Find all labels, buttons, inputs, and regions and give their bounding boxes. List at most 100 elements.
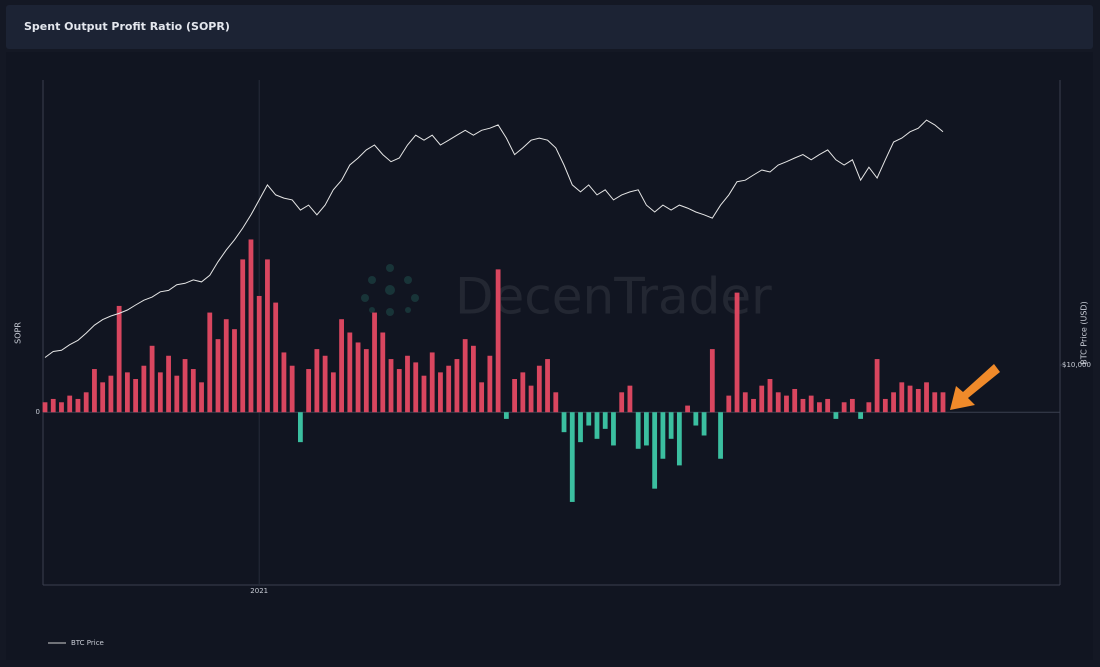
bar [124, 372, 130, 413]
bar [940, 392, 946, 413]
bar [685, 405, 691, 413]
bar [166, 355, 171, 413]
bar [314, 349, 320, 413]
bar [116, 305, 122, 413]
bar [133, 379, 139, 413]
bar [751, 398, 756, 413]
bar [462, 339, 468, 413]
bar [652, 412, 658, 489]
bar [413, 362, 419, 413]
bar [882, 398, 888, 413]
bar [83, 392, 89, 413]
bar [487, 355, 493, 413]
bar [561, 412, 567, 433]
bar [297, 412, 303, 443]
bar [693, 412, 699, 426]
bar [306, 369, 312, 413]
bar [454, 359, 460, 413]
bar [190, 369, 196, 413]
bar [100, 382, 106, 413]
bar [495, 269, 501, 413]
bar [149, 345, 155, 413]
bar [536, 365, 542, 413]
bar [767, 379, 773, 413]
bar [841, 402, 847, 413]
y2-tick-label: $10,000 [1062, 361, 1091, 369]
bar [718, 412, 723, 459]
bar [67, 395, 73, 413]
bar [248, 239, 254, 413]
bar [701, 412, 707, 436]
bar [849, 398, 855, 413]
bar [240, 259, 246, 413]
bar [545, 359, 550, 413]
bar [273, 302, 279, 413]
bar [215, 339, 221, 413]
bar [438, 372, 443, 413]
bar [405, 355, 410, 413]
bar [644, 412, 649, 446]
bar [339, 319, 344, 413]
bar [734, 292, 740, 413]
bar [355, 342, 361, 413]
bar [627, 385, 633, 413]
bar [223, 319, 229, 413]
bar [784, 395, 789, 413]
bar [322, 355, 328, 413]
bar [347, 332, 353, 413]
bar [157, 372, 163, 413]
bar [92, 369, 97, 413]
bar [660, 412, 666, 459]
bar [899, 382, 905, 413]
bar [59, 402, 64, 413]
bar [825, 398, 831, 413]
bar [232, 329, 237, 413]
bar [50, 398, 56, 413]
bar [915, 388, 921, 413]
bar [528, 385, 534, 413]
bar [421, 375, 427, 413]
bar [792, 388, 798, 413]
bar [182, 359, 188, 413]
bar [800, 398, 806, 413]
panel [6, 52, 1093, 660]
bar [471, 345, 476, 413]
bar [553, 392, 559, 413]
bar [75, 398, 81, 413]
y-tick-label: 0 [36, 408, 40, 416]
header-bar [6, 5, 1093, 49]
bar [742, 392, 748, 413]
bar [479, 382, 485, 413]
bar [874, 359, 880, 413]
bar [141, 365, 147, 413]
bar [372, 312, 377, 413]
bar [429, 352, 435, 413]
y-axis-label: SOPR [14, 322, 23, 344]
bar [330, 372, 336, 413]
bar [858, 412, 864, 419]
bar [611, 412, 616, 446]
bar [446, 365, 452, 413]
bar [808, 395, 814, 413]
bar [676, 412, 682, 466]
bar [265, 259, 270, 413]
bar [174, 375, 180, 413]
chart-title: Spent Output Profit Ratio (SOPR) [24, 20, 230, 33]
bar [619, 392, 625, 413]
bar [586, 412, 592, 426]
watermark: DecenTrader [455, 268, 772, 326]
arrow-annotation [950, 364, 1000, 410]
bar [207, 312, 213, 413]
legend-label[interactable]: BTC Price [71, 639, 104, 647]
bar [775, 392, 781, 413]
bar [907, 385, 913, 413]
bar [924, 382, 929, 413]
price-line [44, 119, 944, 358]
bar [289, 365, 295, 413]
bar [817, 402, 822, 413]
bar [891, 392, 896, 413]
bar [256, 295, 262, 413]
bar [388, 359, 394, 413]
bar [602, 412, 608, 429]
